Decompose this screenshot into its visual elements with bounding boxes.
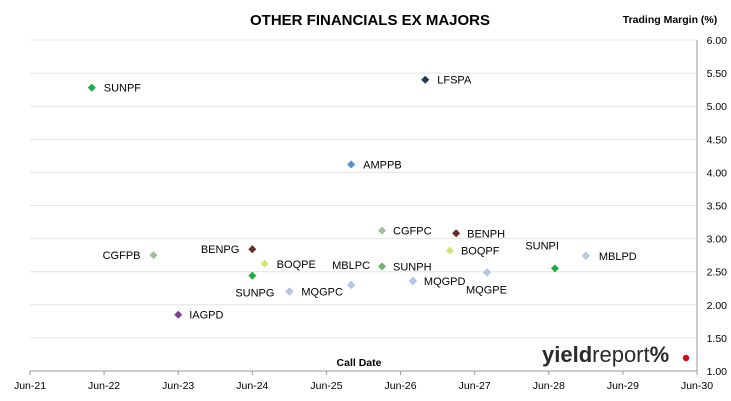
point-label-sunpg: SUNPG [235, 288, 274, 300]
point-benpg [248, 245, 257, 254]
x-tick-label: Jun-28 [533, 380, 565, 392]
point-lfspa [421, 75, 430, 84]
point-label-benph: BENPH [467, 228, 505, 240]
point-cgfpc [378, 226, 387, 235]
point-label-sunph: SUNPH [393, 261, 432, 273]
point-label-mqgpd: MQGPD [424, 276, 466, 288]
point-amppb [347, 160, 356, 169]
point-label-boqpe: BOQPE [277, 259, 316, 271]
x-tick-label: Jun-26 [385, 380, 417, 392]
data-points [87, 75, 590, 319]
y-axis-label: Trading Margin (%) [623, 14, 718, 26]
point-mqgpd [408, 276, 417, 285]
y-tick-label: 4.50 [707, 134, 728, 146]
x-tick-label: Jun-23 [162, 380, 194, 392]
y-tick-labels: 1.00 1.50 2.00 2.50 3.00 3.50 4.00 4.50 5.00 5.50… [707, 35, 728, 378]
point-label-iagpd: IAGPD [189, 310, 223, 322]
x-tick-label: Jun-21 [14, 380, 46, 392]
y-tick-label: 5.50 [707, 68, 728, 80]
point-mqgpc [285, 287, 294, 296]
x-tick-label: Jun-29 [607, 380, 639, 392]
logo-yield: yield [542, 342, 592, 367]
point-label-boqpf: BOQPF [461, 246, 500, 258]
x-tick-label: Jun-30 [681, 380, 713, 392]
y-tick-label: 5.00 [707, 101, 728, 113]
point-sunpi [550, 264, 559, 273]
point-label-mqgpc: MQGPC [301, 287, 343, 299]
point-label-benpg: BENPG [201, 244, 240, 256]
point-label-cgfpc: CGFPC [393, 226, 432, 238]
point-boqpe [260, 259, 269, 268]
point-label-sunpf: SUNPF [104, 83, 142, 95]
point-sunpf [87, 83, 96, 92]
y-tick-label: 2.50 [707, 267, 728, 279]
y-tick-label: 3.50 [707, 201, 728, 213]
point-label-mblpc: MBLPC [332, 260, 370, 272]
point-mblpc [347, 280, 356, 289]
x-tick-label: Jun-24 [236, 380, 268, 392]
point-label-cgfpb: CGFPB [103, 250, 141, 262]
point-benph [452, 229, 461, 238]
y-tick-label: 4.00 [707, 167, 728, 179]
y-tick-label: 1.50 [707, 333, 728, 345]
point-sunpg [248, 271, 257, 280]
chart-title: OTHER FINANCIALS EX MAJORS [250, 12, 490, 29]
yieldreport-logo: yieldreport% [542, 342, 690, 367]
point-label-sunpi: SUNPI [525, 240, 559, 252]
point-mblpd [581, 251, 590, 260]
point-boqpf [445, 246, 454, 255]
svg-text:yieldreport%: yieldreport% [542, 342, 669, 367]
x-tick-label: Jun-25 [310, 380, 342, 392]
y-tick-label: 3.00 [707, 234, 728, 246]
axes [29, 40, 698, 375]
y-tick-label: 6.00 [707, 35, 728, 47]
logo-red-dot [682, 354, 690, 362]
point-mqgpe [482, 268, 492, 277]
point-label-mqgpe: MQGPE [466, 284, 507, 296]
logo-report: report [592, 342, 649, 367]
point-labels: SUNPF LFSPA AMPPB CGFPC BENPH BENPG BOQPF CGFPB… [103, 75, 637, 322]
x-axis-label: Call Date [337, 357, 382, 369]
x-tick-label: Jun-27 [459, 380, 491, 392]
gridlines [30, 39, 697, 339]
x-tick-label: Jun-22 [88, 380, 120, 392]
y-tick-label: 1.00 [707, 366, 728, 378]
y-tick-label: 2.00 [707, 300, 728, 312]
logo-percent: % [650, 342, 670, 367]
x-tick-labels: Jun-21 Jun-22 Jun-23 Jun-24 Jun-25 Jun-26 Jun-… [14, 380, 713, 392]
point-cgfpb [149, 251, 158, 260]
point-label-lfspa: LFSPA [437, 75, 472, 87]
point-iagpd [174, 310, 183, 319]
point-label-mblpd: MBLPD [599, 251, 637, 263]
point-label-amppb: AMPPB [363, 159, 402, 171]
point-sunph [378, 262, 387, 271]
